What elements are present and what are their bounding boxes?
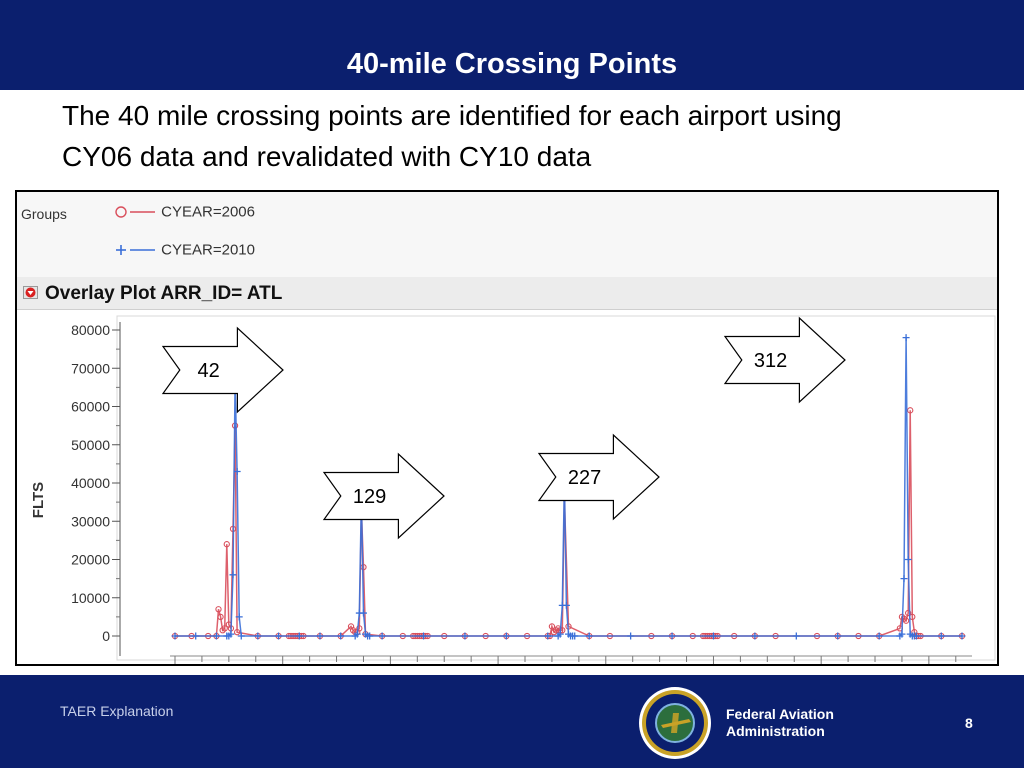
slide-subtitle: The 40 mile crossing points are identifi… [62,95,1022,177]
disclosure-triangle-icon[interactable] [23,286,38,299]
data-point-2010 [171,632,179,640]
data-point-2010 [898,630,906,638]
data-point-2006 [215,606,222,613]
chart-svg: 0 10000 20000 30000 40000 50000 60000 70000 8000… [30,315,996,664]
groups-label: Groups [21,206,67,222]
data-point-2010 [235,613,243,621]
data-point-2010 [937,632,945,640]
data-point-2010 [275,632,283,640]
y-tick-label: 20000 [71,552,110,568]
callout-label: 312 [754,350,787,372]
page-number: 8 [965,715,973,731]
overlay-plot-label: Overlay Plot ARR_ID= ATL [45,283,283,304]
callout-label: 227 [568,467,601,489]
y-tick-label: 0 [102,628,110,644]
data-point-2010 [316,632,324,640]
y-axis: 0 10000 20000 30000 40000 50000 60000 70000 8000… [71,322,121,656]
data-point-2010 [229,571,237,579]
data-point-2010 [792,632,800,640]
data-point-2006 [548,623,556,630]
data-point-2010 [227,630,235,638]
slide-header: 40-mile Crossing Points [0,0,1024,90]
footer-left-text: TAER Explanation [60,703,174,719]
subtitle-line-1: The 40 mile crossing points are identifi… [62,100,842,131]
data-point-2010 [544,632,552,640]
arrow-callout-icon [322,452,445,540]
data-point-2010 [353,630,361,638]
data-point-2006 [217,613,224,621]
plot-frame: Groups CYEAR=2006 CYEAR=2010 Overlay Plo… [15,190,999,666]
data-point-2010 [958,632,966,640]
arrow-callout-icon [537,433,660,521]
data-point-2010 [912,632,920,640]
data-point-2010 [875,632,883,640]
slide-title: 40-mile Crossing Points [346,48,678,80]
legend-panel: Groups CYEAR=2006 CYEAR=2010 [17,192,997,278]
data-point-2006 [221,625,228,632]
data-point-2010 [192,632,200,640]
data-point-2010 [254,632,262,640]
subtitle-line-2: CY06 data and revalidated with CY10 data [62,141,592,172]
y-axis-label: FLTS [30,482,47,518]
callout-label: 42 [197,360,219,382]
callout-label: 129 [353,486,386,508]
y-tick-label: 50000 [71,437,110,453]
data-point-2006 [902,617,910,624]
data-point-2010 [709,632,717,640]
y-tick-label: 30000 [71,513,110,529]
data-point-2006 [223,541,230,548]
data-point-2010 [834,632,842,640]
data-point-2010 [902,334,910,342]
arrow-callout-icon [161,326,284,414]
data-point-2010 [556,630,564,638]
data-point-2010 [233,468,241,476]
data-point-2010 [502,632,510,640]
y-tick-label: 10000 [71,590,110,606]
legend-label-2010: CYEAR=2010 [161,241,255,259]
data-point-2010 [378,632,386,640]
slide-footer: TAER Explanation Federal Aviation Admini… [0,675,1024,768]
data-point-2010 [562,601,570,609]
data-point-2010 [461,632,469,640]
y-tick-label: 70000 [71,360,110,376]
plus-marker-icon [116,245,155,256]
data-point-2010 [212,632,220,640]
data-point-2006 [559,627,566,634]
data-point-2010 [366,632,374,640]
y-tick-label: 80000 [71,322,110,338]
legend-item-2010[interactable]: CYEAR=2010 [113,241,255,261]
legend-item-2006[interactable]: CYEAR=2006 [113,203,255,223]
data-point-2010 [668,632,676,640]
y-tick-label: 40000 [71,475,110,491]
data-point-2010 [237,632,245,640]
x-axis [170,655,972,664]
footer-org: Federal Aviation Administration [726,706,834,740]
data-point-2006 [356,625,363,632]
overlay-plot-header: Overlay Plot ARR_ID= ATL [17,277,997,310]
data-point-2010 [420,632,428,640]
data-point-2010 [585,632,593,640]
data-point-2010 [295,632,303,640]
legend-label-2006: CYEAR=2006 [161,203,255,221]
callout-layer: 42 129 227 312 [161,316,846,540]
data-point-2010 [571,632,579,640]
data-point-2010 [337,632,345,640]
circle-marker-icon [115,206,155,218]
data-point-2010 [751,632,759,640]
data-point-2010 [359,609,367,617]
data-point-2010 [627,632,635,640]
series-layer [171,334,966,640]
data-point-2010 [900,575,908,583]
data-point-2010 [904,556,912,563]
data-point-2006 [233,629,241,636]
y-tick-label: 60000 [71,399,110,415]
faa-seal-icon [639,687,711,759]
arrow-callout-icon [723,316,846,404]
data-point-2006 [907,407,914,414]
org-line-1: Federal Aviation [726,706,834,722]
org-line-2: Administration [726,723,825,739]
data-point-2006 [905,609,912,617]
